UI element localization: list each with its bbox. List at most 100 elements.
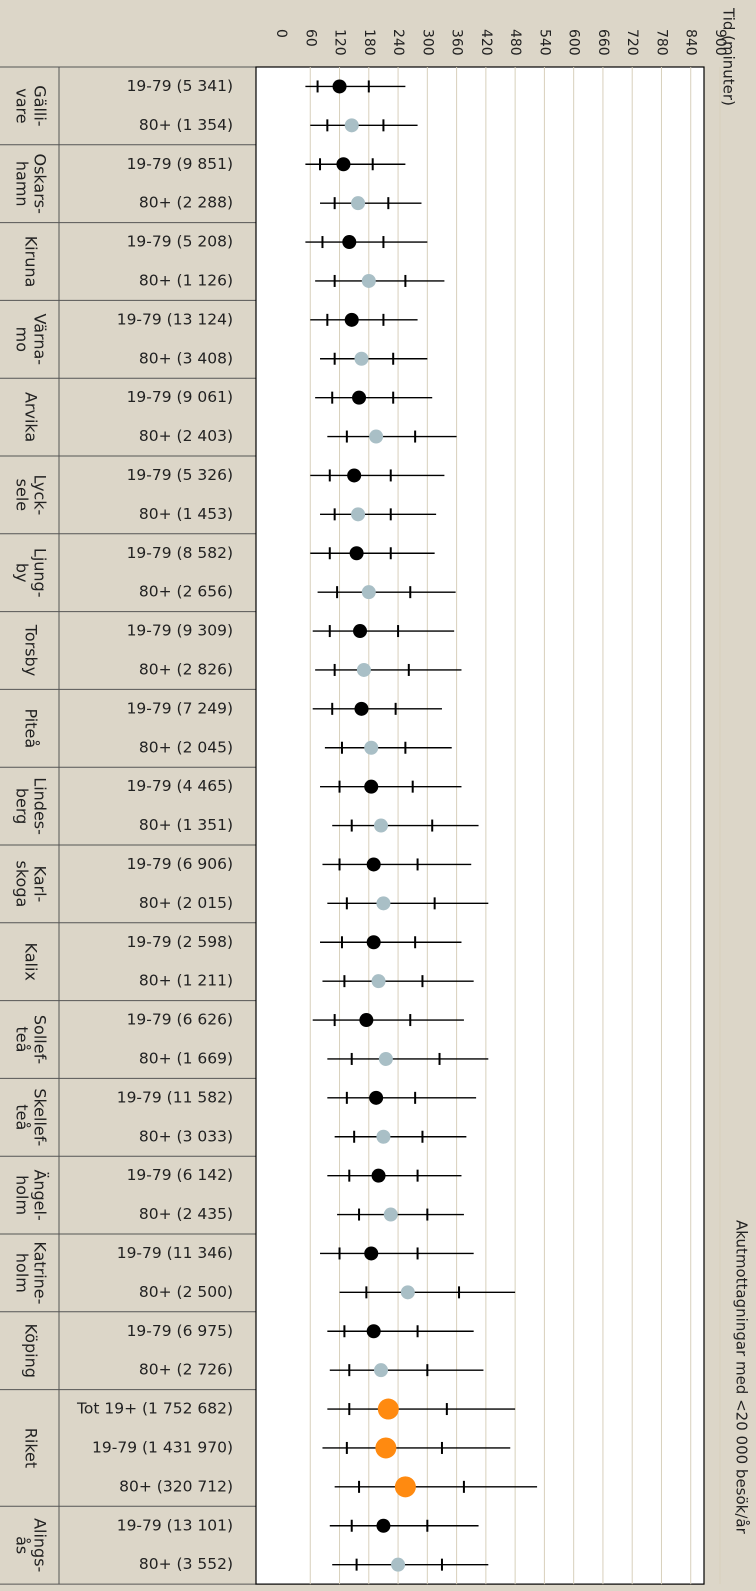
median-point [366,935,381,950]
median-point [376,1129,391,1144]
row-label: 19-79 (6 626) [127,1011,233,1029]
row-label: 19-79 (13 124) [117,310,233,328]
tick-label: 300 [419,29,435,56]
median-point [353,624,368,639]
median-point [347,468,362,483]
median-point [344,118,359,133]
row-label: 19-79 (11 346) [117,1244,233,1262]
median-point [351,507,366,522]
median-point [377,1398,399,1420]
median-point [361,585,376,600]
group-name-line: Alings- [31,1518,50,1572]
group-name-line: Lyck- [31,475,50,516]
group-name-line: Kalix [22,943,41,981]
median-point [342,235,357,250]
row-label: Tot 19+ (1 752 682) [76,1400,233,1418]
row-label: 80+ (3 408) [139,349,233,367]
row-label: 80+ (1 211) [139,972,233,990]
tick-label: 420 [478,29,494,56]
row-label: 19-79 (9 061) [127,388,233,406]
row-label: 19-79 (13 101) [117,1516,233,1534]
median-point [356,662,371,677]
row-label: 80+ (2 826) [139,660,233,678]
median-point [373,1363,388,1378]
row-label: 80+ (320 712) [119,1477,233,1495]
row-label: 80+ (1 453) [139,505,233,523]
tick-label: 0 [273,29,289,38]
row-label: 80+ (2 435) [139,1205,233,1223]
group-name-line: Katrine- [31,1241,50,1304]
group-name-line: Ljung- [31,548,50,598]
group-name-line: by [13,563,32,583]
group-name-line: Riket [22,1428,41,1468]
row-label: 19-79 (5 208) [127,233,233,251]
tick-label: 540 [536,29,552,56]
median-point [364,1246,379,1261]
axis-title: Tid (minuter) [720,7,738,106]
row-label: 19-79 (6 975) [127,1322,233,1340]
group-name-line: Karl- [31,865,50,902]
tick-label: 240 [390,29,406,56]
group-name-line: mo [13,327,32,352]
chart-title: Akutmottagningar med <20 000 besök/år [733,1220,751,1535]
row-label: 80+ (3 033) [139,1127,233,1145]
group-name-line: holm [13,1175,32,1215]
median-point [364,779,379,794]
label-column: Gälli-vare 19-79 (5 341) 80+ (1 354) Oskars… [0,66,256,1585]
time-axis: 0 60 120 180 240 300 360 420 480 540 600 660 720 780 8… [273,29,728,56]
row-label: 80+ (2 726) [139,1361,233,1379]
group-name-line: berg [13,788,32,824]
plot-frame [255,66,705,1585]
row-label: 80+ (2 288) [139,194,233,212]
row-label: 19-79 (9 851) [127,155,233,173]
median-point [349,546,364,561]
median-point [361,273,376,288]
tick-label: 120 [332,29,348,56]
plot-area [255,66,721,1585]
group-name-line: vare [13,88,32,123]
median-point [376,896,391,911]
row-label: 19-79 (5 341) [127,77,233,95]
row-label: 80+ (1 669) [139,1049,233,1067]
group-name-line: Lindes- [31,777,50,835]
median-point [373,818,388,833]
median-point [359,1013,374,1028]
group-name-line: skoga [13,861,32,908]
group-name-line: Värna- [31,314,50,366]
median-point [369,429,384,444]
tick-label: 180 [361,29,377,56]
row-label: 80+ (1 351) [139,816,233,834]
row-label: 19-79 (9 309) [127,622,233,640]
tick-label: 840 [683,29,699,56]
group-name-line: teå [13,1104,32,1130]
median-point [400,1285,415,1300]
median-point [354,351,369,366]
group-name-line: holm [13,1253,32,1293]
median-point [351,196,366,211]
tick-label: 660 [595,29,611,56]
median-point [391,1557,406,1572]
median-point [354,701,369,716]
group-name-line: Ängel- [31,1169,50,1220]
group-name-line: hamn [13,161,32,207]
group-name-line: Arvika [22,392,41,442]
row-label: 19-79 (5 326) [127,466,233,484]
row-label: 80+ (2 500) [139,1283,233,1301]
row-label: 80+ (2 015) [139,894,233,912]
row-label: 80+ (3 552) [139,1555,233,1573]
median-point [366,1324,381,1339]
row-label: 19-79 (2 598) [127,933,233,951]
median-point [366,857,381,872]
group-name-line: Kiruna [22,236,41,288]
group-name-line: Skellef- [31,1088,50,1146]
median-point [369,1090,384,1105]
median-point [352,390,367,405]
tick-label: 480 [507,29,523,56]
group-name-line: Oskars- [31,153,50,213]
row-label: 19-79 (6 906) [127,855,233,873]
median-point [371,974,386,989]
median-point [332,79,347,94]
median-point [336,157,351,172]
tick-label: 360 [449,29,465,56]
median-point [378,1051,393,1066]
